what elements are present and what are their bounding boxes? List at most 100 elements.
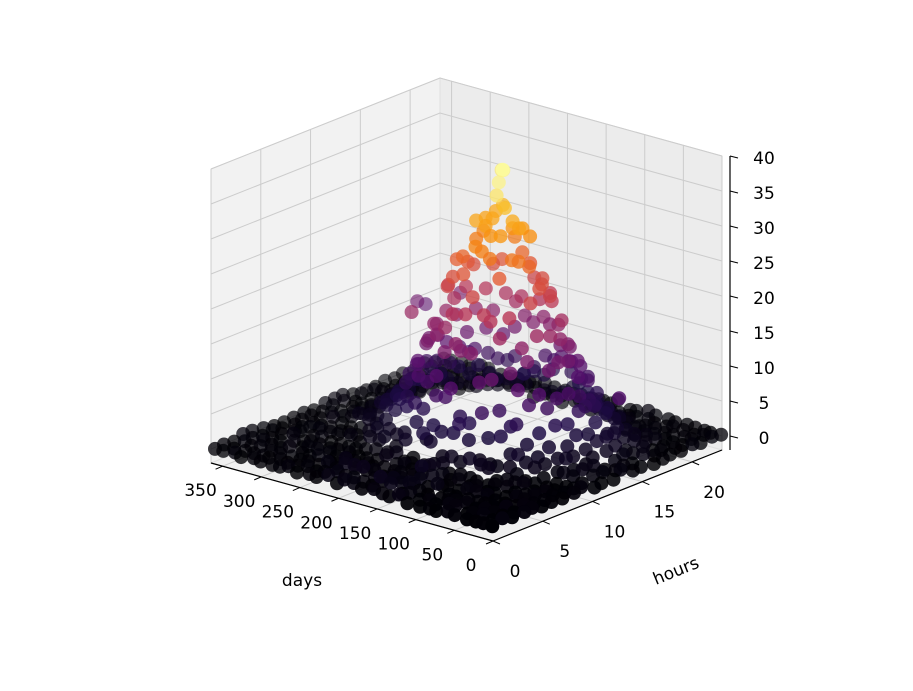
data-point	[472, 375, 487, 390]
data-point	[443, 381, 458, 396]
grid-line-z	[210, 77, 723, 170]
data-point	[567, 485, 581, 500]
x-tick-mark	[447, 529, 455, 534]
data-point	[548, 418, 563, 433]
x-tick-label: 50	[422, 545, 444, 565]
data-point	[451, 472, 466, 487]
data-point	[483, 229, 498, 243]
data-point	[452, 416, 467, 431]
data-point	[554, 313, 569, 328]
data-point	[636, 447, 651, 462]
data-point	[434, 424, 449, 439]
z-tick-label: 10	[753, 359, 775, 379]
data-point	[517, 505, 532, 519]
data-point	[571, 370, 585, 385]
grid-line-z	[210, 112, 723, 205]
y-tick-label: 15	[654, 503, 676, 523]
data-point	[516, 366, 531, 381]
data-point	[438, 320, 453, 335]
y-axis-label: hours	[650, 553, 702, 590]
data-point	[532, 387, 547, 402]
tick-labels: 0501001502002503003500510152005101520253…	[184, 149, 774, 582]
data-point	[529, 329, 544, 344]
z-tick-mark	[729, 225, 739, 229]
data-point	[646, 457, 661, 471]
data-point	[216, 443, 231, 458]
data-point	[459, 279, 473, 294]
data-point	[543, 289, 557, 303]
data-point	[558, 451, 573, 466]
y-tick-label: 10	[604, 522, 626, 542]
x-tick-label: 0	[466, 556, 477, 576]
data-point	[482, 251, 497, 266]
data-point	[460, 325, 474, 339]
grid-line-z	[210, 252, 723, 345]
data-point	[522, 259, 537, 274]
data-point	[484, 372, 499, 387]
data-point	[549, 391, 564, 406]
data-point	[489, 188, 504, 203]
data-point	[369, 442, 383, 457]
data-point	[492, 271, 507, 286]
data-point	[498, 286, 513, 301]
x-axis-line	[210, 462, 494, 542]
y-tick-mark	[642, 481, 650, 486]
x-tick-label: 150	[339, 524, 371, 544]
data-point	[512, 221, 526, 236]
z-tick-mark	[729, 190, 739, 194]
data-point	[704, 429, 719, 444]
data-point	[447, 508, 462, 523]
data-point	[589, 434, 604, 449]
data-point	[423, 434, 438, 449]
data-point	[354, 481, 369, 496]
data-point	[379, 448, 394, 463]
data-point	[492, 403, 507, 418]
x-tick-label: 200	[300, 513, 332, 533]
data-point	[587, 480, 602, 495]
data-point	[429, 504, 444, 518]
data-point	[540, 401, 555, 416]
data-point	[471, 357, 486, 372]
data-point	[388, 403, 403, 418]
x-tick-label: 250	[262, 503, 294, 523]
data-point	[625, 463, 640, 478]
data-point	[290, 465, 304, 480]
x-tick-mark	[254, 476, 262, 481]
data-point	[555, 491, 570, 506]
data-point	[543, 329, 558, 344]
data-point	[398, 432, 413, 447]
data-point	[599, 444, 614, 458]
data-point	[606, 472, 621, 487]
data-point	[462, 366, 477, 381]
data-point	[474, 406, 489, 421]
data-point	[409, 415, 424, 429]
data-point	[414, 459, 429, 474]
data-point	[455, 249, 470, 264]
data-point	[510, 383, 525, 398]
data-point	[514, 341, 529, 356]
data-point	[461, 433, 476, 448]
data-point	[404, 305, 419, 319]
y-tick-label: 0	[510, 562, 521, 582]
x-tick-mark	[292, 487, 301, 492]
z-tick-label: 35	[753, 184, 775, 204]
data-point	[561, 386, 576, 401]
data-point	[509, 417, 524, 432]
data-point	[462, 451, 477, 466]
data-point	[478, 281, 493, 296]
y-tick-mark	[542, 520, 550, 525]
data-point	[551, 355, 566, 370]
x-tick-label: 350	[184, 481, 216, 501]
z-tick-mark	[729, 295, 739, 299]
z-tick-label: 5	[759, 394, 770, 414]
data-point	[560, 439, 575, 454]
data-point	[253, 454, 268, 469]
data-point	[481, 431, 496, 445]
x-tick-label: 300	[223, 492, 255, 512]
data-point	[356, 459, 371, 474]
y-tick-mark	[691, 461, 700, 466]
z-tick-mark	[729, 400, 739, 404]
data-point	[493, 429, 508, 444]
z-tick-label: 25	[753, 254, 775, 274]
